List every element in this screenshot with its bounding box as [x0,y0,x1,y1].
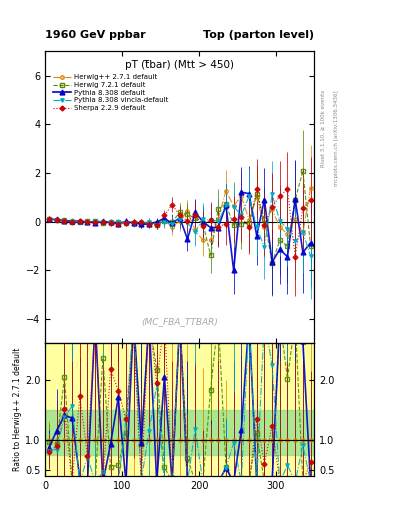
Text: (MC_FBA_TTBAR): (MC_FBA_TTBAR) [141,317,218,326]
Legend: Herwig++ 2.7.1 default, Herwig 7.2.1 default, Pythia 8.308 default, Pythia 8.308: Herwig++ 2.7.1 default, Herwig 7.2.1 def… [51,72,171,114]
Text: pT (t̅bar) (Mtt > 450): pT (t̅bar) (Mtt > 450) [125,60,234,70]
Text: mcplots.cern.ch [arXiv:1306.3436]: mcplots.cern.ch [arXiv:1306.3436] [334,91,339,186]
Text: Top (parton level): Top (parton level) [203,30,314,40]
Y-axis label: Ratio to Herwig++ 2.7.1 default: Ratio to Herwig++ 2.7.1 default [13,348,22,472]
Text: 1960 GeV ppbar: 1960 GeV ppbar [45,30,146,40]
Text: Rivet 3.1.10, ≥ 100k events: Rivet 3.1.10, ≥ 100k events [320,90,325,166]
